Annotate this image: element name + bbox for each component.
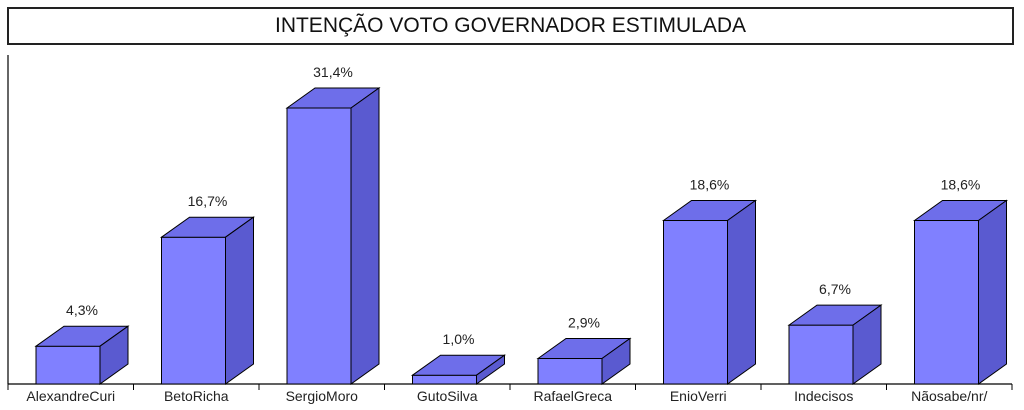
- bar-side: [225, 216, 254, 385]
- bar-front: [161, 236, 226, 385]
- x-tick-label: RafaelGreca: [533, 388, 612, 404]
- bar-front: [663, 220, 728, 385]
- bar: [34, 325, 130, 385]
- bar: [536, 337, 632, 385]
- chart-labels: 4,3% AlexandreCuri 16,7% BetoRicha 31,4% Serg…: [26, 64, 987, 404]
- x-tick-label: Indecisos: [794, 388, 853, 404]
- bar-side: [727, 199, 756, 385]
- bar-front: [412, 374, 477, 385]
- bar: [787, 304, 883, 385]
- bar: [285, 87, 381, 385]
- bar: [410, 354, 507, 385]
- data-label: 2,9%: [568, 315, 600, 331]
- bar-side: [601, 337, 631, 385]
- bar-side: [978, 199, 1007, 385]
- x-tick-label: GutoSilva: [417, 388, 478, 404]
- chart-title: INTENÇÃO VOTO GOVERNADOR ESTIMULADA: [7, 7, 1014, 45]
- data-label: 18,6%: [941, 177, 981, 193]
- x-tick-label: BetoRicha: [164, 388, 229, 404]
- chart-bars: [34, 87, 1009, 385]
- bar: [912, 199, 1009, 385]
- bar-front: [788, 324, 854, 385]
- bar-side: [476, 354, 505, 385]
- bar: [159, 216, 256, 385]
- data-label: 16,7%: [188, 193, 228, 209]
- x-tick-label: AlexandreCuri: [26, 388, 115, 404]
- data-label: 31,4%: [313, 64, 353, 80]
- bar: [661, 199, 758, 385]
- bar-front: [286, 107, 352, 385]
- x-tick-label: SergioMoro: [286, 388, 359, 404]
- data-label: 6,7%: [819, 281, 851, 297]
- data-label: 18,6%: [690, 177, 730, 193]
- bar-front: [537, 358, 603, 385]
- x-tick-label: EnioVerri: [670, 388, 727, 404]
- bar-side: [852, 304, 882, 385]
- x-tick-label: Nãosabe/nr/: [911, 388, 987, 404]
- data-label: 4,3%: [66, 302, 98, 318]
- bar-front: [914, 220, 979, 385]
- bar-side: [350, 87, 380, 385]
- data-label: 1,0%: [443, 331, 475, 347]
- bar-front: [35, 345, 101, 385]
- bar-side: [99, 325, 129, 385]
